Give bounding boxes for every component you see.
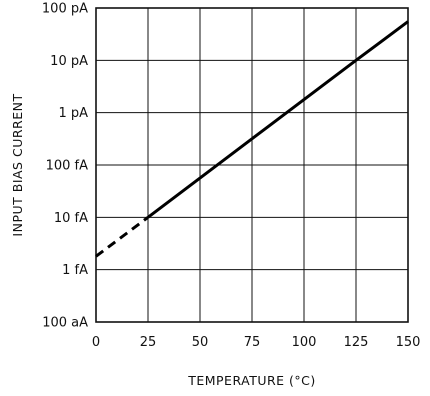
x-tick-label: 50 [192,335,209,350]
y-tick-label: 10 pA [50,54,88,69]
y-axis-ticks: 100 aA 1 fA 10 fA 100 fA 1 pA 10 pA 100 pA [42,2,88,331]
y-tick-label: 1 pA [58,106,88,121]
y-tick-label: 100 pA [42,2,88,17]
series-line-extrapolated [96,217,148,256]
x-axis-title: TEMPERATURE (°C) [187,373,316,388]
y-tick-label: 10 fA [54,211,88,226]
x-axis-ticks: 0 25 50 75 100 125 150 [92,335,421,350]
y-tick-label: 100 aA [42,316,88,331]
x-tick-label: 25 [140,335,157,350]
x-tick-label: 100 [292,335,317,350]
y-axis-title: INPUT BIAS CURRENT [10,93,25,236]
x-tick-label: 150 [396,335,421,350]
x-tick-label: 0 [92,335,100,350]
y-tick-label: 1 fA [62,263,88,278]
series-line [148,22,408,218]
x-tick-label: 75 [244,335,261,350]
x-tick-label: 125 [344,335,369,350]
y-tick-label: 100 fA [46,159,89,174]
